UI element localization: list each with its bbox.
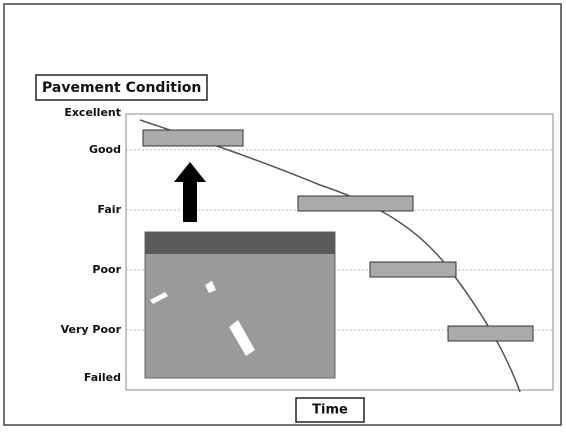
y-level-label: Fair [98, 203, 122, 216]
x-label: Time [312, 403, 348, 418]
stage-box [447, 325, 534, 342]
photo-horizon [145, 232, 335, 254]
y-level-label: Failed [84, 371, 121, 384]
y-level-label: Poor [92, 263, 121, 276]
lane-mark [229, 320, 255, 356]
stage-box [369, 261, 457, 278]
stage-box [142, 129, 244, 147]
stage-box [297, 195, 414, 212]
y-level-label: Good [89, 143, 121, 156]
arrow-shaft [183, 180, 197, 222]
y-level-label: Excellent [64, 106, 121, 119]
arrow-head [174, 162, 206, 182]
lane-mark [150, 292, 168, 304]
deterioration-curve [139, 119, 521, 393]
title-box [35, 74, 208, 101]
y-level-label: Very Poor [61, 323, 122, 336]
lane-mark [205, 281, 216, 293]
title: Pavement Condition [42, 80, 201, 96]
x-label-box [295, 397, 365, 423]
road-photo [144, 231, 336, 379]
plot-area [125, 113, 554, 391]
photo-background [144, 231, 336, 379]
